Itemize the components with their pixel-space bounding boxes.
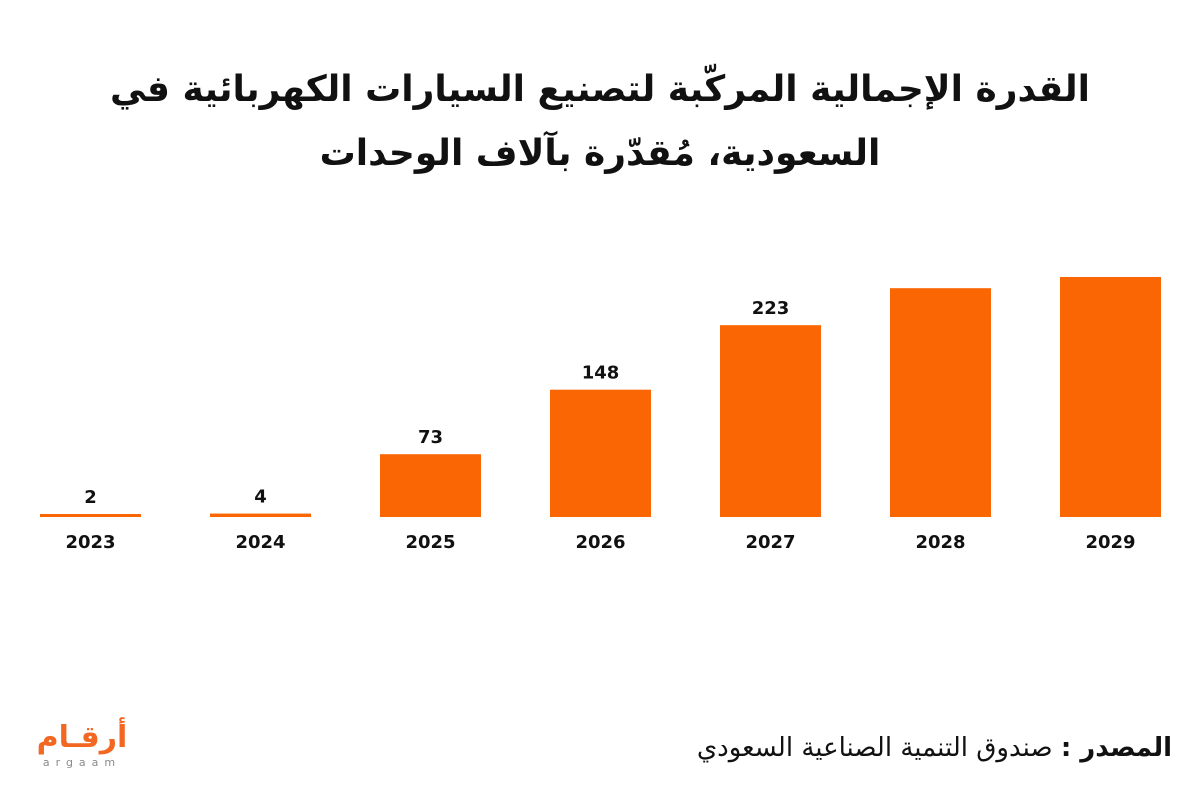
source-text: صندوق التنمية الصناعية السعودي — [696, 733, 1053, 763]
x-tick-2029: 2029 — [1085, 532, 1135, 553]
logo-latin-text: argaam — [42, 756, 122, 769]
x-tick-2023: 2023 — [65, 532, 115, 553]
bar-2024 — [210, 513, 311, 517]
argaam-logo: أرقـام argaam — [26, 720, 166, 776]
x-tick-2028: 2028 — [915, 532, 965, 553]
bar-2026 — [550, 389, 651, 517]
source-note: المصدر : صندوق التنمية الصناعية السعودي — [697, 728, 1172, 768]
value-label-2024: 4 — [254, 487, 267, 508]
x-tick-2024: 2024 — [235, 532, 285, 553]
bar-2029 — [1060, 277, 1161, 517]
x-tick-2027: 2027 — [745, 532, 795, 553]
x-tick-2026: 2026 — [575, 532, 625, 553]
bar-2028 — [890, 288, 991, 517]
bar-2023 — [40, 514, 141, 517]
logo-arabic-text: أرقـام — [36, 720, 128, 755]
bar-2027 — [720, 325, 821, 517]
value-label-2026: 148 — [582, 363, 620, 384]
value-label-2023: 2 — [84, 487, 97, 508]
source-label: المصدر : — [1060, 733, 1172, 763]
value-label-2025: 73 — [418, 427, 443, 448]
bar-2025 — [380, 454, 481, 517]
value-label-2027: 223 — [752, 298, 790, 319]
x-tick-2025: 2025 — [405, 532, 455, 553]
chart-title: القدرة الإجمالية المركّبة لتصنيع السيارا… — [109, 69, 1090, 174]
